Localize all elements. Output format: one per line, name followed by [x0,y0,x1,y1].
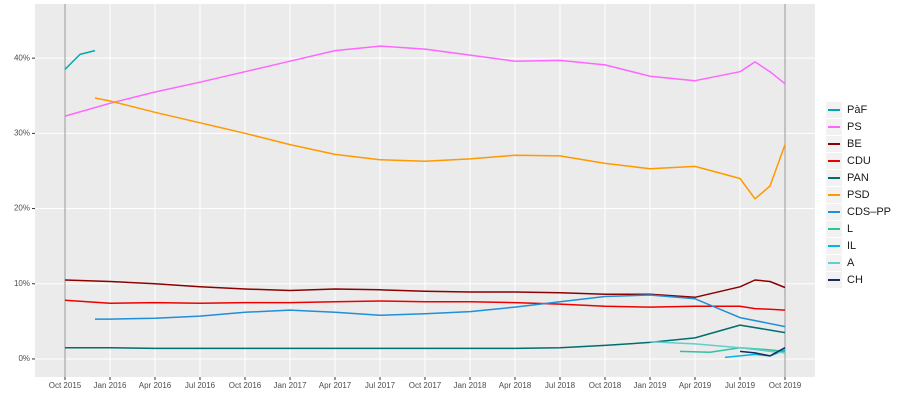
y-tick-label: 20% [14,204,30,213]
y-tick-label: 10% [14,279,30,288]
series-line [64,279,786,299]
x-tick-label: Oct 2017 [409,381,442,390]
x-tick-label: Oct 2018 [589,381,622,390]
legend-label: CDU [847,155,871,167]
x-tick-label: Jan 2018 [454,381,487,390]
legend-label: BE [847,138,862,150]
x-tick-label: Apr 2019 [679,381,712,390]
legend-label: IL [847,240,856,252]
x-tick-label: Oct 2016 [229,381,262,390]
legend-label: CDS–PP [847,206,891,218]
series-line [65,324,786,350]
series-line [64,49,96,70]
series-line [64,45,786,117]
series-line [64,299,786,311]
x-tick-label: Jul 2018 [545,381,576,390]
y-tick-label: 30% [14,128,30,137]
x-tick-label: Jul 2017 [365,381,396,390]
legend-label: PàF [847,104,867,116]
x-tick-label: Apr 2016 [139,381,172,390]
x-tick-label: Jan 2017 [274,381,307,390]
series-line [95,294,786,328]
y-tick-label: 40% [14,53,30,62]
x-tick-label: Oct 2015 [49,381,82,390]
series-line [649,340,786,354]
x-tick-label: Jul 2019 [725,381,756,390]
x-tick-label: Apr 2018 [499,381,532,390]
x-tick-label: Jan 2016 [94,381,127,390]
series-line [94,97,786,200]
legend-label: PAN [847,172,869,184]
legend-label: PSD [847,189,870,201]
y-tick-label: 0% [18,354,30,363]
legend-label: CH [847,274,863,286]
legend-label: PS [847,121,862,133]
x-tick-label: Jan 2019 [634,381,667,390]
x-tick-label: Jul 2016 [185,381,216,390]
x-tick-label: Apr 2017 [319,381,352,390]
series-line [739,347,786,357]
x-tick-label: Oct 2019 [769,381,802,390]
legend-label: L [847,223,853,235]
legend-label: A [847,257,855,269]
